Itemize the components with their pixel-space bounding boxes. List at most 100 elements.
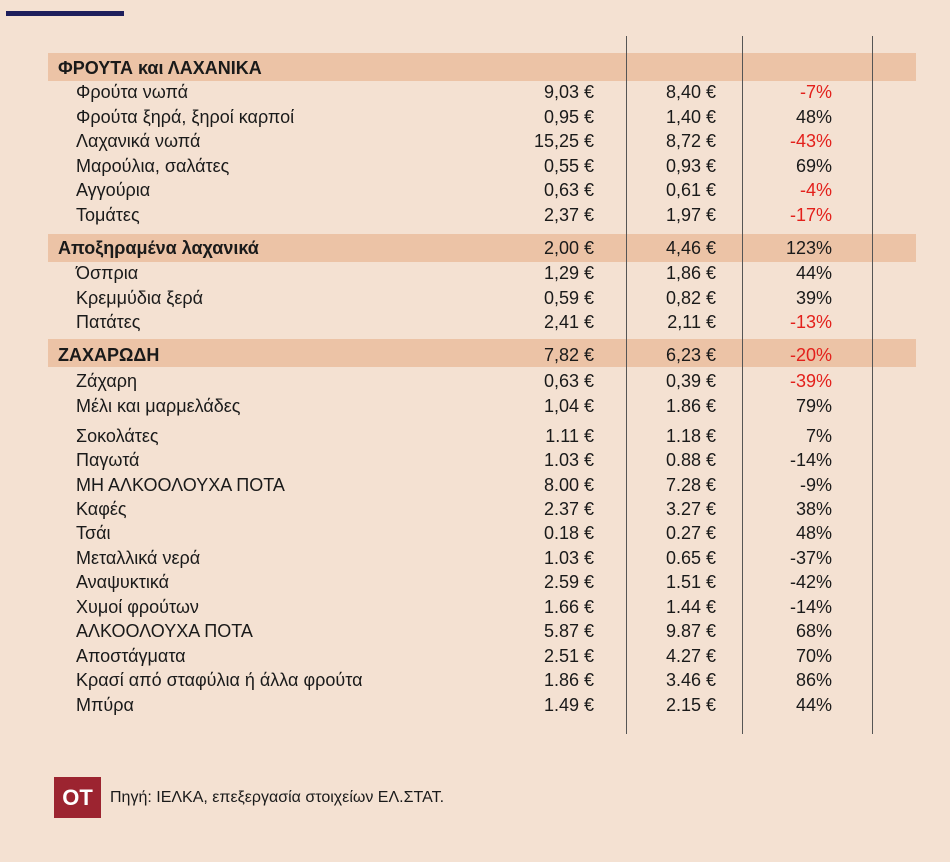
value-col-1: 1.03 €	[543, 450, 594, 470]
value-col-2: 0,93 €	[665, 156, 716, 176]
section-band-dried-vegetables	[48, 234, 916, 262]
change-col: 48%	[795, 523, 832, 543]
row-label: Σοκολάτες	[76, 426, 159, 446]
value-col-2: 1.51 €	[665, 572, 716, 592]
table-row: Φρούτα νωπά 9,03 € 8,40 € -7%	[0, 80, 950, 104]
table-row: Παγωτά 1.03 € 0.88 € -14%	[0, 448, 950, 472]
table-row: Αποστάγματα 2.51 € 4.27 € 70%	[0, 644, 950, 668]
accent-bar	[6, 11, 124, 16]
row-label: Παγωτά	[76, 450, 140, 470]
row-label: ΦΡΟΥΤΑ και ΛΑΧΑΝΙΚΑ	[58, 58, 262, 78]
publisher-logo: OT	[54, 777, 101, 818]
value-col-2: 8,40 €	[665, 82, 716, 102]
change-col: -17%	[789, 205, 832, 225]
section-band-fruits-vegetables	[48, 53, 916, 81]
change-col: 38%	[795, 499, 832, 519]
row-label: Κρασί από σταφύλια ή άλλα φρούτα	[76, 670, 363, 690]
change-col: -39%	[789, 371, 832, 391]
table-row: Μέλι και μαρμελάδες 1,04 € 1.86 € 79%	[0, 394, 950, 418]
value-col-1: 0,55 €	[543, 156, 594, 176]
change-col: -42%	[789, 572, 832, 592]
value-col-1: 1.86 €	[543, 670, 594, 690]
value-col-1: 2.37 €	[543, 499, 594, 519]
value-col-2: 0.65 €	[665, 548, 716, 568]
table-row: ΖΑΧΑΡΩΔΗ 7,82 € 6,23 € -20%	[0, 343, 950, 367]
change-col: 48%	[795, 107, 832, 127]
value-col-1: 0,95 €	[543, 107, 594, 127]
value-col-2: 7.28 €	[665, 475, 716, 495]
value-col-2: 4,46 €	[665, 238, 716, 258]
value-col-1: 0,63 €	[543, 371, 594, 391]
change-col: -43%	[789, 131, 832, 151]
value-col-2: 9.87 €	[665, 621, 716, 641]
value-col-1: 7,82 €	[543, 345, 594, 365]
table-row: Μπύρα 1.49 € 2.15 € 44%	[0, 693, 950, 717]
change-col: -20%	[789, 345, 832, 365]
value-col-2: 1,40 €	[665, 107, 716, 127]
change-col: -14%	[789, 597, 832, 617]
row-label: Λαχανικά νωπά	[76, 131, 201, 151]
row-label: ΑΛΚΟΟΛΟΥΧΑ ΠΟΤΑ	[76, 621, 253, 641]
table-row: Λαχανικά νωπά 15,25 € 8,72 € -43%	[0, 129, 950, 153]
value-col-2: 4.27 €	[665, 646, 716, 666]
table-row: Χυμοί φρούτων 1.66 € 1.44 € -14%	[0, 595, 950, 619]
change-col: 44%	[795, 695, 832, 715]
row-label: ΖΑΧΑΡΩΔΗ	[58, 345, 160, 365]
change-col: -37%	[789, 548, 832, 568]
value-col-1: 1.03 €	[543, 548, 594, 568]
table-row: Μαρούλια, σαλάτες 0,55 € 0,93 € 69%	[0, 154, 950, 178]
value-col-1: 5.87 €	[543, 621, 594, 641]
change-col: -13%	[789, 312, 832, 332]
table-row: Ζάχαρη 0,63 € 0,39 € -39%	[0, 369, 950, 393]
value-col-1: 2,41 €	[543, 312, 594, 332]
table-row: ΦΡΟΥΤΑ και ΛΑΧΑΝΙΚΑ	[0, 56, 950, 80]
table-row: Αποξηραμένα λαχανικά 2,00 € 4,46 € 123%	[0, 236, 950, 260]
row-label: Φρούτα ξηρά, ξηροί καρποί	[76, 107, 295, 127]
value-col-1: 2.59 €	[543, 572, 594, 592]
table-row: Πατάτες 2,41 € 2,11 € -13%	[0, 310, 950, 334]
change-col: 86%	[795, 670, 832, 690]
row-label: Ζάχαρη	[76, 371, 138, 391]
value-col-1: 0.18 €	[543, 523, 594, 543]
change-col: 70%	[795, 646, 832, 666]
change-col: -14%	[789, 450, 832, 470]
value-col-1: 1.66 €	[543, 597, 594, 617]
change-col: 79%	[795, 396, 832, 416]
table-row: Φρούτα ξηρά, ξηροί καρποί 0,95 € 1,40 € …	[0, 105, 950, 129]
value-col-2: 1,97 €	[665, 205, 716, 225]
table-row: Κρεμμύδια ξερά 0,59 € 0,82 € 39%	[0, 286, 950, 310]
source-note: Πηγή: ΙΕΛΚΑ, επεξεργασία στοιχείων ΕΛ.ΣΤ…	[110, 789, 445, 806]
value-col-1: 1,29 €	[543, 263, 594, 283]
row-label: Τομάτες	[76, 205, 140, 225]
row-label: Μαρούλια, σαλάτες	[76, 156, 230, 176]
change-col: -4%	[799, 180, 832, 200]
row-label: Μπύρα	[76, 695, 134, 715]
table-row: Αγγούρια 0,63 € 0,61 € -4%	[0, 178, 950, 202]
row-label: Χυμοί φρούτων	[76, 597, 199, 617]
section-band-sugars	[48, 339, 916, 367]
table-row: Σοκολάτες 1.11 € 1.18 € 7%	[0, 424, 950, 448]
table-row: Μεταλλικά νερά 1.03 € 0.65 € -37%	[0, 546, 950, 570]
value-col-2: 0,82 €	[665, 288, 716, 308]
change-col: 68%	[795, 621, 832, 641]
value-col-2: 0.27 €	[665, 523, 716, 543]
value-col-2: 2.15 €	[665, 695, 716, 715]
value-col-2: 0,39 €	[665, 371, 716, 391]
row-label: Κρεμμύδια ξερά	[76, 288, 204, 308]
value-col-2: 1,86 €	[665, 263, 716, 283]
row-label: Τσάι	[76, 523, 111, 543]
value-col-2: 8,72 €	[665, 131, 716, 151]
table-row: Τσάι 0.18 € 0.27 € 48%	[0, 521, 950, 545]
column-divider-2	[742, 36, 743, 734]
row-label: ΜΗ ΑΛΚΟΟΛΟΥΧΑ ΠΟΤΑ	[76, 475, 285, 495]
value-col-1: 0,63 €	[543, 180, 594, 200]
table-row: Τομάτες 2,37 € 1,97 € -17%	[0, 203, 950, 227]
row-label: Πατάτες	[76, 312, 141, 332]
row-label: Αποξηραμένα λαχανικά	[58, 238, 259, 258]
value-col-2: 3.27 €	[665, 499, 716, 519]
value-col-1: 9,03 €	[543, 82, 594, 102]
value-col-2: 2,11 €	[667, 312, 716, 332]
value-col-1: 15,25 €	[533, 131, 594, 151]
table-row: Καφές 2.37 € 3.27 € 38%	[0, 497, 950, 521]
value-col-1: 0,59 €	[543, 288, 594, 308]
